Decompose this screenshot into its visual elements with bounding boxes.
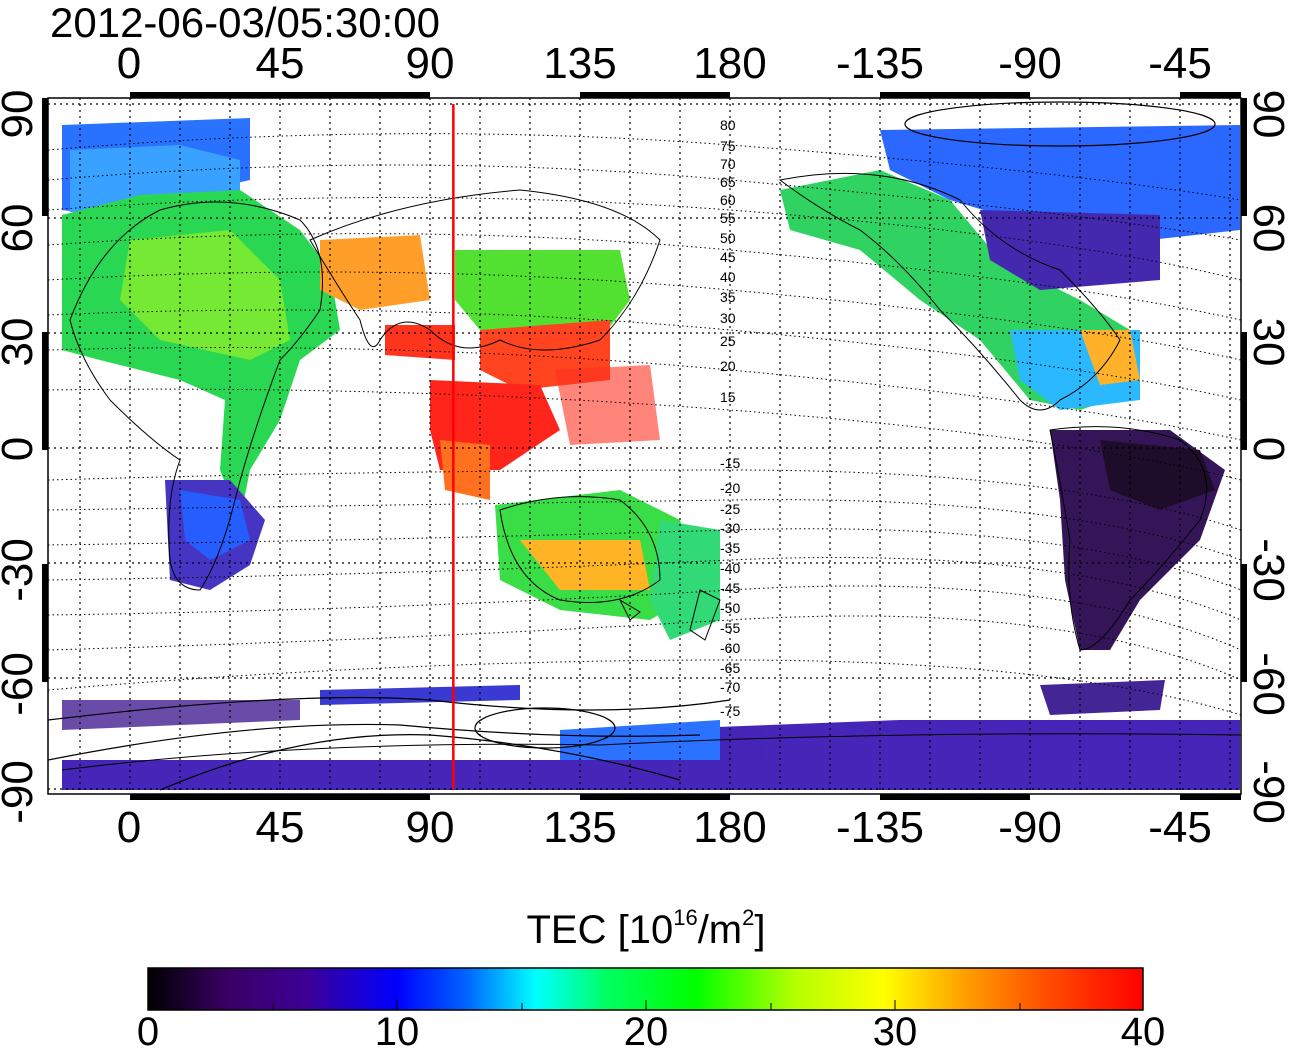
lon-tick: -45 (1148, 39, 1212, 88)
mlat-label: 80 (720, 117, 736, 133)
lon-tick: -45 (1148, 803, 1212, 852)
mlat-label: 65 (720, 174, 736, 190)
mlat-label: 20 (720, 358, 736, 374)
mlat-label: -30 (720, 520, 740, 536)
colorbar-title: TEC [1016/m2] (526, 905, 766, 952)
lon-tick: -90 (998, 803, 1062, 852)
map-title: 2012-06-03/05:30:00 (50, 0, 440, 46)
colorbar-tick-label: 10 (374, 1010, 420, 1054)
lon-tick: -90 (998, 39, 1062, 88)
lon-tick: 135 (543, 803, 617, 852)
lon-tick: 0 (116, 39, 142, 88)
mlat-label: 50 (720, 230, 736, 246)
lon-tick: -135 (835, 39, 925, 88)
mlat-label: 30 (720, 310, 736, 326)
lon-tick: 45 (255, 803, 305, 852)
mlat-label: 25 (720, 333, 736, 349)
mlat-label: -40 (720, 560, 740, 576)
mlat-label: -55 (720, 620, 740, 636)
mlat-label: -60 (720, 640, 740, 656)
colorbar-tick-label: 0 (136, 1010, 160, 1054)
magnetic-solid-contours (48, 101, 1216, 791)
lon-tick: 180 (693, 803, 767, 852)
mlat-label: -25 (720, 501, 740, 517)
mlat-label: 35 (720, 289, 736, 305)
coastlines (61, 172, 1241, 771)
mlat-label: 60 (720, 192, 736, 208)
lon-tick: 45 (255, 39, 305, 88)
mlat-label: 15 (720, 389, 736, 405)
mlat-label: 75 (720, 138, 736, 154)
magnetic-latitude-contours (48, 133, 1241, 716)
mlat-label: 70 (720, 156, 736, 172)
lon-tick: 90 (405, 803, 455, 852)
mlat-label: -50 (720, 600, 740, 616)
mlat-label: -35 (720, 540, 740, 556)
colorbar (147, 967, 1144, 1011)
mlat-label: -65 (720, 660, 740, 676)
mlat-label: -15 (720, 455, 740, 471)
mlat-label: -75 (720, 703, 740, 719)
frame-tick-bars (42, 92, 1247, 800)
mlat-label: 45 (720, 249, 736, 265)
lon-tick: 135 (543, 39, 617, 88)
mlat-label: 55 (720, 210, 736, 226)
colorbar-tick-label: 40 (1120, 1010, 1166, 1054)
mlat-label: -70 (720, 679, 740, 695)
mlat-label: 40 (720, 269, 736, 285)
lon-tick: 180 (693, 39, 767, 88)
mlat-label: -20 (720, 480, 740, 496)
colorbar-tick-label: 20 (623, 1010, 669, 1054)
lon-tick: -135 (835, 803, 925, 852)
mlat-label: -45 (720, 580, 740, 596)
lon-tick: 0 (116, 803, 142, 852)
colorbar-ticks (272, 1000, 1021, 1010)
tec-data-regions (62, 118, 1240, 790)
colorbar-tick-label: 30 (872, 1010, 918, 1054)
lon-tick: 90 (405, 39, 455, 88)
mlat-labels: 80 75 70 65 60 55 50 45 40 35 30 25 20 1… (720, 117, 740, 719)
graticule (48, 98, 1241, 794)
